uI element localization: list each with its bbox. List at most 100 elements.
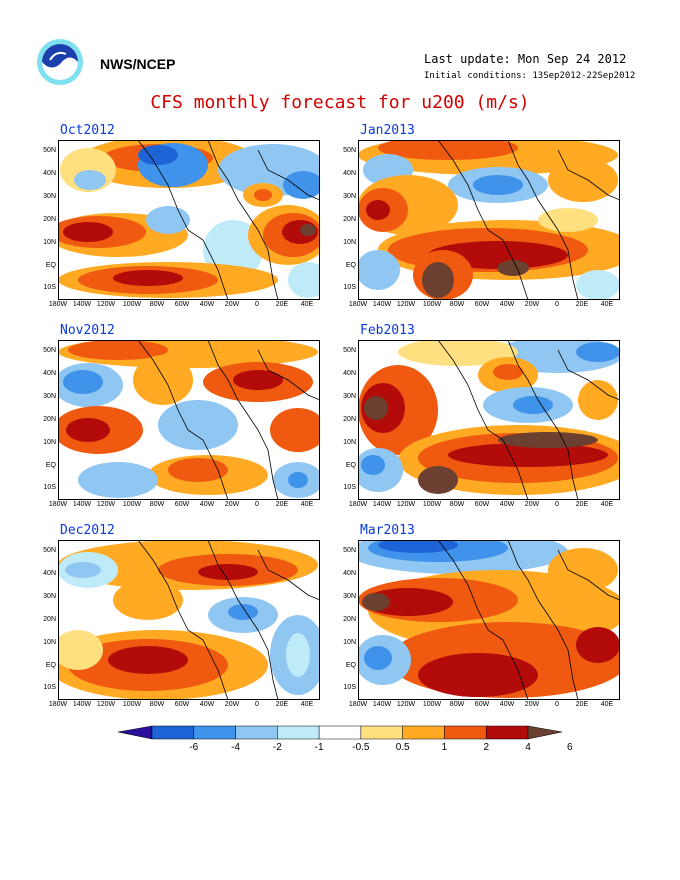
lon-label: 120W bbox=[396, 701, 416, 708]
colorbar-swatch bbox=[235, 725, 278, 740]
lon-label: 60W bbox=[474, 501, 490, 508]
lon-label: 20E bbox=[275, 701, 289, 708]
colorbar-label: 0.5 bbox=[395, 742, 410, 753]
lat-label: 10N bbox=[43, 239, 56, 246]
lon-label: 120W bbox=[396, 301, 416, 308]
map-panel-dec2012 bbox=[58, 540, 320, 700]
lat-label: 20N bbox=[343, 616, 356, 623]
lon-label: 60W bbox=[474, 301, 490, 308]
colorbar-swatch bbox=[444, 725, 487, 740]
lon-label: 20E bbox=[275, 501, 289, 508]
lon-label: 140W bbox=[72, 301, 92, 308]
lat-label: 40N bbox=[43, 570, 56, 577]
lon-label: 40W bbox=[199, 501, 215, 508]
map-panel-feb2013 bbox=[358, 340, 620, 500]
lon-label: 40W bbox=[199, 701, 215, 708]
map-panel-oct2012 bbox=[58, 140, 320, 300]
lon-label: 40E bbox=[600, 501, 614, 508]
map-panel-jan2013 bbox=[358, 140, 620, 300]
last-update-text: Last update: Mon Sep 24 2012 bbox=[424, 52, 627, 66]
lat-label: 30N bbox=[43, 193, 56, 200]
colorbar-label: -4 bbox=[231, 742, 240, 753]
colorbar-label: -0.5 bbox=[352, 742, 370, 753]
lon-label: 20W bbox=[224, 501, 240, 508]
lon-label: 100W bbox=[122, 501, 142, 508]
noaa-logo-icon bbox=[36, 38, 84, 86]
page-title: CFS monthly forecast for u200 (m/s) bbox=[150, 92, 530, 113]
lat-label: 30N bbox=[343, 193, 356, 200]
lat-label: 10S bbox=[43, 484, 56, 491]
colorbar-swatch bbox=[360, 725, 403, 740]
lat-label: EQ bbox=[45, 262, 56, 269]
lat-label: 50N bbox=[43, 547, 56, 554]
colorbar-label: 2 bbox=[483, 742, 489, 753]
lat-label: EQ bbox=[45, 662, 56, 669]
lon-label: 80W bbox=[149, 301, 165, 308]
lat-label: 30N bbox=[343, 593, 356, 600]
lon-label: 180W bbox=[48, 501, 68, 508]
lon-label: 120W bbox=[96, 301, 116, 308]
lat-label: 10N bbox=[343, 639, 356, 646]
map-panel-mar2013 bbox=[358, 540, 620, 700]
lon-label: 100W bbox=[422, 301, 442, 308]
lon-label: 140W bbox=[72, 701, 92, 708]
lon-label: 0 bbox=[555, 701, 559, 708]
lon-label: 80W bbox=[149, 501, 165, 508]
initial-conditions-text: Initial conditions: 13Sep2012-22Sep2012 bbox=[424, 71, 636, 81]
lon-label: 180W bbox=[348, 301, 368, 308]
lat-label: 50N bbox=[343, 547, 356, 554]
lat-label: 20N bbox=[343, 416, 356, 423]
lat-label: 10S bbox=[343, 684, 356, 691]
lon-label: 20W bbox=[524, 701, 540, 708]
panel-title-feb2013: Feb2013 bbox=[360, 323, 415, 338]
lon-label: 80W bbox=[449, 701, 465, 708]
lat-label: 50N bbox=[43, 347, 56, 354]
lat-label: 20N bbox=[43, 216, 56, 223]
lat-label: 20N bbox=[43, 416, 56, 423]
lon-label: 20W bbox=[224, 301, 240, 308]
lon-label: 0 bbox=[255, 301, 259, 308]
lon-label: 140W bbox=[72, 501, 92, 508]
lon-label: 120W bbox=[96, 501, 116, 508]
lon-label: 40E bbox=[300, 701, 314, 708]
lon-label: 140W bbox=[372, 701, 392, 708]
lat-label: 10N bbox=[343, 439, 356, 446]
panel-title-mar2013: Mar2013 bbox=[360, 523, 415, 538]
lat-label: 40N bbox=[343, 170, 356, 177]
colorbar-min-arrow bbox=[117, 725, 153, 740]
lon-label: 80W bbox=[449, 501, 465, 508]
colorbar-swatch bbox=[151, 725, 195, 740]
colorbar-label: -1 bbox=[314, 742, 324, 753]
lon-label: 100W bbox=[122, 701, 142, 708]
panel-title-oct2012: Oct2012 bbox=[60, 123, 115, 138]
lon-label: 20E bbox=[575, 501, 589, 508]
colorbar-label: 4 bbox=[525, 742, 531, 753]
lon-label: 20E bbox=[575, 301, 589, 308]
panel-title-jan2013: Jan2013 bbox=[360, 123, 415, 138]
lon-label: 0 bbox=[255, 501, 259, 508]
lon-label: 20W bbox=[524, 501, 540, 508]
lat-label: 30N bbox=[43, 593, 56, 600]
lon-label: 80W bbox=[449, 301, 465, 308]
lat-label: 40N bbox=[343, 370, 356, 377]
lon-label: 20W bbox=[224, 701, 240, 708]
lon-label: 40W bbox=[499, 701, 515, 708]
lat-label: 30N bbox=[343, 393, 356, 400]
lat-label: EQ bbox=[45, 462, 56, 469]
colorbar-swatch bbox=[402, 725, 445, 740]
colorbar-swatch bbox=[485, 725, 529, 740]
lon-label: 60W bbox=[174, 501, 190, 508]
lon-label: 60W bbox=[174, 701, 190, 708]
panel-title-dec2012: Dec2012 bbox=[60, 523, 115, 538]
lon-label: 40E bbox=[600, 301, 614, 308]
lon-label: 80W bbox=[149, 701, 165, 708]
lat-label: 50N bbox=[43, 147, 56, 154]
lat-label: 50N bbox=[343, 147, 356, 154]
lon-label: 0 bbox=[255, 701, 259, 708]
lon-label: 180W bbox=[348, 701, 368, 708]
lon-label: 120W bbox=[96, 701, 116, 708]
lat-label: EQ bbox=[345, 262, 356, 269]
agency-label: NWS/NCEP bbox=[100, 56, 176, 72]
colorbar-swatch bbox=[193, 725, 236, 740]
lat-label: 10S bbox=[343, 484, 356, 491]
